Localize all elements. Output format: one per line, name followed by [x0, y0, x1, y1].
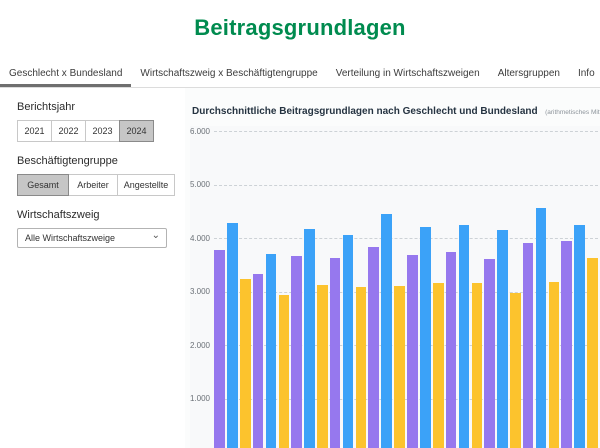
bar-series-0[interactable] [329, 258, 341, 448]
chart-header: Durchschnittliche Beitragsgrundlagen nac… [190, 101, 600, 119]
bar-group [368, 214, 405, 448]
gridline [214, 131, 598, 132]
y-tick-label: 1.000 [189, 394, 210, 403]
bar-group [329, 235, 367, 448]
bar-series-1[interactable] [574, 225, 585, 448]
bar-group [407, 227, 444, 448]
year-button-2024[interactable]: 2024 [119, 120, 154, 142]
chart-subtitle: (arithmetisches Mittel) [545, 109, 600, 116]
bar-series-0[interactable] [407, 255, 418, 448]
page-title: Beitragsgrundlagen [194, 15, 406, 40]
group-button-angestellte[interactable]: Angestellte [117, 174, 175, 196]
bar-series-0[interactable] [368, 247, 379, 448]
bar-group [484, 230, 521, 448]
tab-altersgruppen[interactable]: Altersgruppen [497, 68, 560, 79]
beschaeftigtengruppe-label: Beschäftigtengruppe [17, 155, 118, 167]
bar-series-1[interactable] [227, 223, 238, 448]
y-tick-label: 2.000 [189, 340, 210, 350]
gridline [214, 238, 598, 239]
bar-series-2[interactable] [355, 287, 367, 448]
chevron-down-icon: ⌄ [151, 230, 160, 241]
group-button-gesamt[interactable]: Gesamt [17, 174, 69, 196]
bar-series-0[interactable] [291, 256, 302, 448]
bar-series-1[interactable] [342, 235, 354, 448]
beschaeftigtengruppe-button-group: Gesamt Arbeiter Angestellte [17, 174, 185, 196]
bar-group [445, 225, 483, 448]
y-tick-label: 3.000 [189, 287, 210, 296]
page-header: Beitragsgrundlagen [0, 15, 600, 41]
bar-group [214, 223, 251, 448]
bar-series-1[interactable] [381, 214, 392, 448]
bars-row [214, 126, 598, 448]
content: Berichtsjahr 2021 2022 2023 2024 Beschäf… [0, 88, 600, 448]
tab-verteilung-wirtschaftszweige[interactable]: Verteilung in Wirtschaftszweigen [335, 68, 480, 79]
gridline [214, 398, 598, 400]
bar-series-1[interactable] [304, 229, 315, 448]
bar-series-2[interactable] [394, 286, 405, 448]
wirtschaftszweig-label: Wirtschaftszweig [17, 209, 100, 221]
bar-series-2[interactable] [240, 279, 251, 448]
tab-wirtschaftszweig-beschaeftigtengruppe[interactable]: Wirtschaftszweig x Beschäftigtengruppe [140, 68, 318, 79]
bar-series-0[interactable] [561, 241, 572, 448]
sidebar: Berichtsjahr 2021 2022 2023 2024 Beschäf… [0, 88, 185, 448]
tab-bar: Geschlecht x Bundesland Wirtschaftszweig… [0, 62, 600, 88]
bar-series-0[interactable] [445, 252, 457, 448]
berichtsjahr-label: Berichtsjahr [17, 101, 76, 113]
bar-group [291, 229, 328, 448]
wirtschaftszweig-select[interactable]: Alle Wirtschaftszweige ⌄ [17, 228, 167, 248]
berichtsjahr-button-group: 2021 2022 2023 2024 [17, 120, 185, 142]
wirtschaftszweig-selected-value: Alle Wirtschaftszweige [25, 233, 116, 243]
gridline [214, 291, 598, 293]
bar-series-0[interactable] [214, 250, 225, 448]
gridline [214, 184, 598, 186]
bar-series-1[interactable] [497, 230, 508, 448]
bar-series-1[interactable] [265, 254, 277, 448]
main-panel: Durchschnittliche Beitragsgrundlagen nac… [185, 88, 600, 448]
tab-geschlecht-bundesland[interactable]: Geschlecht x Bundesland [0, 62, 132, 87]
bar-group [252, 254, 290, 448]
year-button-2021[interactable]: 2021 [17, 120, 52, 142]
bar-group [561, 225, 598, 448]
year-button-2023[interactable]: 2023 [85, 120, 120, 142]
tab-info[interactable]: Info [577, 68, 595, 79]
bar-series-1[interactable] [535, 208, 547, 448]
bar-series-2[interactable] [471, 283, 483, 448]
gridline [214, 345, 598, 346]
year-button-2022[interactable]: 2022 [51, 120, 86, 142]
bar-series-2[interactable] [433, 283, 444, 448]
bar-series-2[interactable] [548, 282, 560, 448]
bar-series-2[interactable] [510, 293, 521, 448]
chart-title: Durchschnittliche Beitragsgrundlagen nac… [192, 106, 538, 117]
y-tick-label: 6.000 [189, 126, 210, 136]
bar-series-1[interactable] [420, 227, 431, 448]
y-tick-label: 5.000 [189, 180, 210, 189]
bar-series-2[interactable] [278, 295, 290, 448]
bar-series-2[interactable] [317, 285, 328, 448]
group-button-arbeiter[interactable]: Arbeiter [68, 174, 118, 196]
bar-series-2[interactable] [587, 258, 598, 448]
bar-group [522, 208, 560, 448]
y-tick-label: 4.000 [189, 233, 210, 243]
bar-series-1[interactable] [458, 225, 470, 448]
bar-series-0[interactable] [252, 274, 264, 448]
bar-series-0[interactable] [522, 243, 534, 448]
bar-series-0[interactable] [484, 259, 495, 448]
